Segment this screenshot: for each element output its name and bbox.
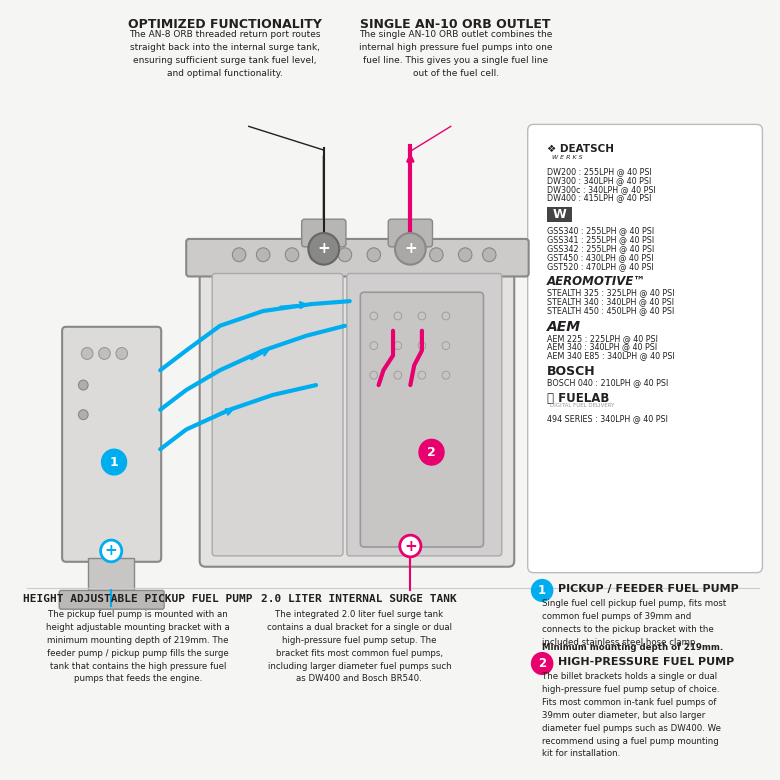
Text: AEM 225 : 225LPH @ 40 PSI: AEM 225 : 225LPH @ 40 PSI [547,334,658,342]
Circle shape [308,233,339,264]
Text: DW200 : 255LPH @ 40 PSI: DW200 : 255LPH @ 40 PSI [547,167,652,176]
Text: W E R K S: W E R K S [551,155,583,160]
Circle shape [418,342,426,349]
Circle shape [370,312,378,320]
Circle shape [101,449,126,475]
Circle shape [395,233,426,264]
Circle shape [370,342,378,349]
Text: PICKUP / FEEDER FUEL PUMP: PICKUP / FEEDER FUEL PUMP [558,583,739,594]
Text: DW300 : 340LPH @ 40 PSI: DW300 : 340LPH @ 40 PSI [547,176,651,185]
Circle shape [483,248,496,261]
Circle shape [285,248,299,261]
Circle shape [419,439,444,465]
Circle shape [418,371,426,379]
Text: STEALTH 450 : 450LPH @ 40 PSI: STEALTH 450 : 450LPH @ 40 PSI [547,306,674,315]
Circle shape [79,380,88,390]
Circle shape [442,371,450,379]
FancyBboxPatch shape [388,219,432,246]
Text: ❖ DEATSCH: ❖ DEATSCH [547,144,614,154]
Text: +: + [404,241,417,257]
Text: AEM: AEM [547,320,581,334]
Circle shape [79,410,88,420]
FancyBboxPatch shape [302,219,346,246]
Text: +: + [404,538,417,554]
Circle shape [257,248,270,261]
Text: GSS342 : 255LPH @ 40 PSI: GSS342 : 255LPH @ 40 PSI [547,244,654,253]
Text: The billet brackets holds a single or dual
high-pressure fuel pump setup of choi: The billet brackets holds a single or du… [542,672,722,758]
Text: DW400 : 415LPH @ 40 PSI: DW400 : 415LPH @ 40 PSI [547,193,651,203]
Text: 2.0 LITER INTERNAL SURGE TANK: 2.0 LITER INTERNAL SURGE TANK [261,594,457,604]
Circle shape [339,248,352,261]
Circle shape [442,312,450,320]
Circle shape [367,248,381,261]
Text: Single fuel cell pickup fuel pump, fits most
common fuel pumps of 39mm and
conne: Single fuel cell pickup fuel pump, fits … [542,599,726,647]
Text: 2: 2 [427,445,436,459]
Circle shape [394,342,402,349]
Circle shape [418,312,426,320]
Text: The AN-8 ORB threaded return port routes
straight back into the internal surge t: The AN-8 ORB threaded return port routes… [129,30,321,78]
Circle shape [394,371,402,379]
Text: AEROMOTIVE™: AEROMOTIVE™ [547,275,646,289]
Text: GST520 : 470LPH @ 40 PSI: GST520 : 470LPH @ 40 PSI [547,261,654,271]
Circle shape [101,540,122,562]
Text: +: + [105,544,118,558]
Circle shape [401,248,414,261]
Text: The pickup fuel pump is mounted with an
height adjustable mounting bracket with : The pickup fuel pump is mounted with an … [46,610,230,683]
Circle shape [531,653,553,675]
Circle shape [370,371,378,379]
Circle shape [531,580,553,601]
Text: ⧉ FUELAB: ⧉ FUELAB [547,392,609,405]
Text: STEALTH 340 : 340LPH @ 40 PSI: STEALTH 340 : 340LPH @ 40 PSI [547,297,674,307]
Text: The single AN-10 ORB outlet combines the
internal high pressure fuel pumps into : The single AN-10 ORB outlet combines the… [359,30,552,78]
FancyBboxPatch shape [212,274,343,556]
Text: SINGLE AN-10 ORB OUTLET: SINGLE AN-10 ORB OUTLET [360,18,551,30]
Text: W: W [552,208,566,222]
FancyBboxPatch shape [547,207,572,222]
Text: GSS340 : 255LPH @ 40 PSI: GSS340 : 255LPH @ 40 PSI [547,226,654,235]
Text: DIGITAL FUEL DELIVERY: DIGITAL FUEL DELIVERY [550,402,614,408]
Text: GST450 : 430LPH @ 40 PSI: GST450 : 430LPH @ 40 PSI [547,253,654,262]
Circle shape [232,248,246,261]
Text: 494 SERIES : 340LPH @ 40 PSI: 494 SERIES : 340LPH @ 40 PSI [547,413,668,423]
Circle shape [400,535,421,557]
Circle shape [310,248,323,261]
Text: AEM 340 : 340LPH @ 40 PSI: AEM 340 : 340LPH @ 40 PSI [547,342,657,352]
Text: BOSCH 040 : 210LPH @ 40 PSI: BOSCH 040 : 210LPH @ 40 PSI [547,378,668,387]
Circle shape [430,248,443,261]
Text: BOSCH: BOSCH [547,365,596,378]
FancyBboxPatch shape [528,124,762,573]
Circle shape [459,248,472,261]
FancyBboxPatch shape [347,274,502,556]
FancyBboxPatch shape [360,292,484,547]
Circle shape [394,312,402,320]
Text: 1: 1 [538,584,546,597]
Text: DW300c : 340LPH @ 40 PSI: DW300c : 340LPH @ 40 PSI [547,185,656,193]
Text: Minimum mounting depth of 219mm.: Minimum mounting depth of 219mm. [542,643,723,652]
Text: HIGH-PRESSURE FUEL PUMP: HIGH-PRESSURE FUEL PUMP [558,657,735,667]
Circle shape [81,348,93,360]
FancyBboxPatch shape [59,590,164,609]
FancyBboxPatch shape [200,259,514,567]
Circle shape [116,348,128,360]
Text: AEM 340 E85 : 340LPH @ 40 PSI: AEM 340 E85 : 340LPH @ 40 PSI [547,352,675,360]
Text: GSS341 : 255LPH @ 40 PSI: GSS341 : 255LPH @ 40 PSI [547,235,654,244]
FancyBboxPatch shape [186,239,529,276]
Text: STEALTH 325 : 325LPH @ 40 PSI: STEALTH 325 : 325LPH @ 40 PSI [547,289,675,297]
Text: HEIGHT ADJUSTABLE PICKUP FUEL PUMP: HEIGHT ADJUSTABLE PICKUP FUEL PUMP [23,594,253,604]
Circle shape [99,348,110,360]
Text: The integrated 2.0 liter fuel surge tank
contains a dual bracket for a single or: The integrated 2.0 liter fuel surge tank… [267,610,452,683]
Bar [88,558,134,602]
Text: 2: 2 [538,657,546,670]
Text: +: + [317,241,330,257]
FancyBboxPatch shape [62,327,161,562]
Text: 1: 1 [110,456,119,469]
Circle shape [442,342,450,349]
Text: OPTIMIZED FUNCTIONALITY: OPTIMIZED FUNCTIONALITY [128,18,321,30]
